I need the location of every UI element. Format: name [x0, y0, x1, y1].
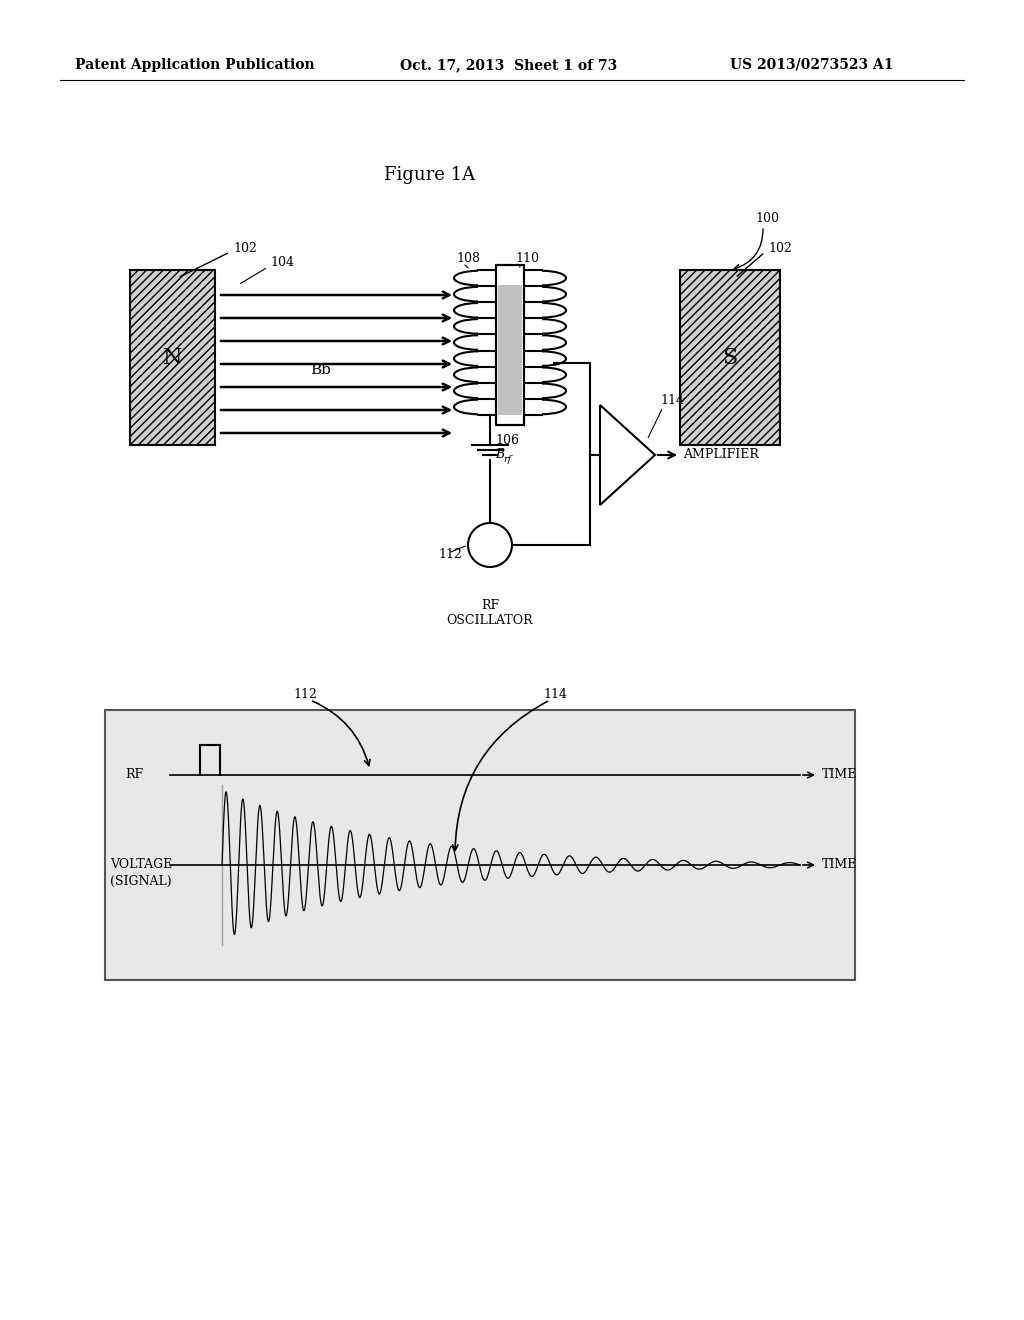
- Text: TIME: TIME: [822, 768, 857, 781]
- Text: 114: 114: [543, 689, 567, 701]
- Text: 106: 106: [495, 433, 519, 446]
- Text: VOLTAGE
(SIGNAL): VOLTAGE (SIGNAL): [110, 858, 172, 887]
- Text: 112: 112: [438, 549, 462, 561]
- FancyBboxPatch shape: [105, 710, 855, 979]
- Text: rf: rf: [503, 454, 511, 463]
- Text: Oct. 17, 2013  Sheet 1 of 73: Oct. 17, 2013 Sheet 1 of 73: [400, 58, 617, 73]
- Text: RF
OSCILLATOR: RF OSCILLATOR: [446, 599, 534, 627]
- Circle shape: [468, 523, 512, 568]
- Text: 102: 102: [233, 242, 257, 255]
- Text: Figure 1A: Figure 1A: [384, 166, 475, 183]
- Text: 110: 110: [515, 252, 539, 264]
- Bar: [496, 265, 524, 425]
- Polygon shape: [600, 405, 655, 506]
- Text: TIME: TIME: [822, 858, 857, 871]
- Text: 104: 104: [270, 256, 294, 269]
- Text: N: N: [163, 346, 182, 368]
- Text: Patent Application Publication: Patent Application Publication: [75, 58, 314, 73]
- Text: 100: 100: [755, 211, 779, 224]
- Bar: [680, 271, 780, 445]
- Text: 108: 108: [456, 252, 480, 264]
- Text: 112: 112: [293, 689, 317, 701]
- Text: AMPLIFIER: AMPLIFIER: [683, 449, 759, 462]
- Text: Bb: Bb: [310, 363, 331, 378]
- Text: 114: 114: [660, 393, 684, 407]
- Text: 102: 102: [768, 242, 792, 255]
- Text: US 2013/0273523 A1: US 2013/0273523 A1: [730, 58, 894, 73]
- Bar: [130, 271, 215, 445]
- Bar: [496, 265, 524, 425]
- Text: RF: RF: [125, 768, 143, 781]
- Bar: [498, 285, 522, 414]
- Text: B: B: [495, 449, 504, 462]
- Text: S: S: [722, 346, 737, 368]
